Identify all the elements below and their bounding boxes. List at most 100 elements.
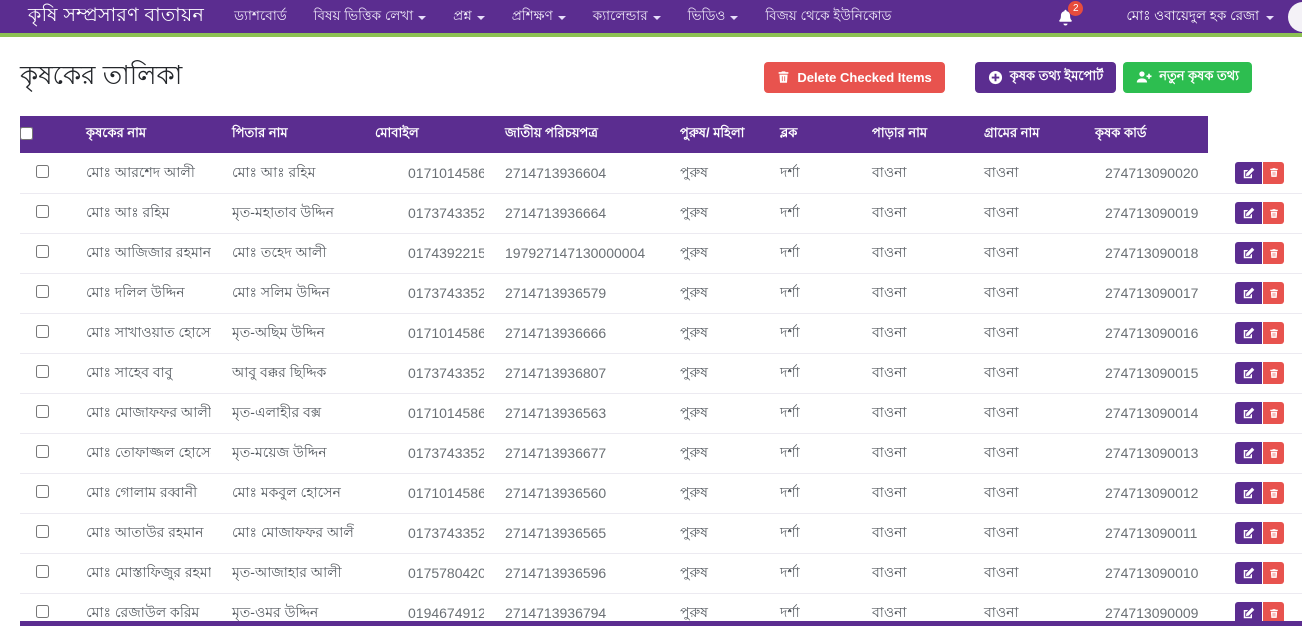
- trash-icon: [1269, 328, 1279, 339]
- farmer-card-cell: 274713090014: [1068, 393, 1208, 433]
- block-cell: দর্শা: [754, 193, 846, 233]
- table-header-row: কৃষকের নাম পিতার নাম মোবাইল জাতীয় পরিচয…: [20, 116, 1302, 153]
- row-checkbox[interactable]: [36, 245, 49, 258]
- delete-button[interactable]: [1263, 362, 1284, 384]
- nav-item[interactable]: ক্যালেন্ডার: [593, 5, 661, 28]
- mobile-cell: 01710145867: [354, 313, 484, 353]
- village-cell: বাওনা: [958, 433, 1068, 473]
- nid-cell: 2714713936604: [484, 153, 654, 193]
- nav-item-label: ভিডিও: [687, 8, 726, 23]
- edit-button[interactable]: [1235, 242, 1262, 264]
- actions-cell: [1208, 553, 1302, 593]
- farmer-name-cell: মোঃ সাহেব বাবু: [65, 353, 211, 393]
- nid-cell: 197927147130000004: [484, 233, 654, 273]
- edit-button[interactable]: [1235, 442, 1262, 464]
- row-checkbox[interactable]: [36, 605, 49, 618]
- actions-cell: [1208, 393, 1302, 433]
- row-checkbox[interactable]: [36, 445, 49, 458]
- block-cell: দর্শা: [754, 313, 846, 353]
- row-checkbox[interactable]: [36, 525, 49, 538]
- table-row: মোঃ আঃ রহিম মৃত-মহাতাব উদ্দিন 017374335 2…: [20, 193, 1302, 233]
- gender-cell: পুরুষ: [654, 513, 754, 553]
- row-checkbox[interactable]: [36, 325, 49, 338]
- delete-button[interactable]: [1263, 161, 1284, 184]
- edit-button[interactable]: [1235, 562, 1262, 584]
- delete-button[interactable]: [1263, 322, 1284, 344]
- nav-item[interactable]: ভিডিও: [688, 5, 739, 28]
- edit-button[interactable]: [1235, 161, 1262, 184]
- delete-button[interactable]: [1263, 282, 1284, 304]
- trash-icon: [1269, 208, 1279, 219]
- select-all-checkbox[interactable]: [20, 126, 33, 140]
- edit-button[interactable]: [1235, 362, 1262, 384]
- farmer-name-cell: মোঃ দলিল উদ্দিন: [65, 273, 211, 313]
- chevron-down-icon: [730, 15, 739, 20]
- row-checkbox[interactable]: [36, 205, 49, 218]
- column-header: পাড়ার নাম: [846, 116, 958, 153]
- delete-button[interactable]: [1263, 402, 1284, 424]
- para-cell: বাওনা: [846, 553, 958, 593]
- page-title: কৃষকের তালিকা: [20, 60, 183, 90]
- farmer-card-cell: 274713090017: [1068, 273, 1208, 313]
- block-cell: দর্শা: [754, 513, 846, 553]
- trash-icon: [1269, 448, 1279, 459]
- row-checkbox[interactable]: [36, 405, 49, 418]
- edit-button[interactable]: [1235, 402, 1262, 424]
- edit-button[interactable]: [1235, 482, 1262, 504]
- row-checkbox-cell: [20, 393, 65, 433]
- table-row: মোঃ তোফাজ্জল হোসেন মৃত-ময়েজ উদ্দিন 0173…: [20, 433, 1302, 473]
- row-checkbox[interactable]: [36, 365, 49, 378]
- gender-cell: পুরুষ: [654, 193, 754, 233]
- brand[interactable]: কৃষি সম্প্রসারণ বাতায়ন: [28, 4, 205, 26]
- row-checkbox[interactable]: [36, 485, 49, 498]
- table-row: মোঃ দলিল উদ্দিন মোঃ সলিম উদ্দিন 01737433…: [20, 273, 1302, 313]
- row-checkbox-cell: [20, 313, 65, 353]
- farmer-card-cell: 274713090012: [1068, 473, 1208, 513]
- edit-button[interactable]: [1235, 202, 1262, 224]
- delete-checked-button[interactable]: Delete Checked Items: [764, 61, 945, 93]
- nav-item[interactable]: প্রশ্ন: [453, 5, 485, 28]
- notifications-button[interactable]: 2: [1057, 0, 1084, 26]
- nav-item[interactable]: বিষয় ভিত্তিক লেখা: [314, 5, 427, 28]
- actions-cell: [1208, 273, 1302, 313]
- delete-button[interactable]: [1263, 522, 1284, 544]
- block-cell: দর্শা: [754, 433, 846, 473]
- new-farmer-button[interactable]: নতুন কৃষক তথ্য: [1123, 61, 1252, 93]
- mobile-cell: 01737433526: [354, 433, 484, 473]
- page-header: কৃষকের তালিকা Delete Checked Items কৃষক …: [20, 55, 1252, 99]
- user-menu[interactable]: মোঃ ওবায়েদুল হক রেজা: [1126, 5, 1274, 28]
- edit-button[interactable]: [1235, 602, 1262, 624]
- edit-button[interactable]: [1235, 522, 1262, 544]
- para-cell: বাওনা: [846, 433, 958, 473]
- table-footer-bar: [20, 621, 1302, 626]
- import-farmer-button[interactable]: কৃষক তথ্য ইমপোর্ট: [974, 61, 1117, 93]
- farmer-card-cell: 274713090011: [1068, 513, 1208, 553]
- nav-item[interactable]: ড্যাশবোর্ড: [234, 8, 287, 23]
- mobile-cell: 01757804207: [354, 553, 484, 593]
- delete-button[interactable]: [1263, 242, 1284, 264]
- para-cell: বাওনা: [846, 473, 958, 513]
- avatar[interactable]: [1288, 1, 1302, 32]
- delete-button[interactable]: [1263, 442, 1284, 464]
- edit-button[interactable]: [1235, 322, 1262, 344]
- mobile-cell: 01737433526: [354, 353, 484, 393]
- farmer-name-cell: মোঃ সাখাওয়াত হোসেন: [65, 313, 211, 353]
- farmer-table-body: মোঃ আরশেদ আলী মোঃ আঃ রহিম 01710145867 27…: [20, 153, 1302, 626]
- delete-button[interactable]: [1263, 602, 1284, 624]
- trash-icon: [1269, 288, 1279, 299]
- father-name-cell: মৃত-ওমর উদ্দিন: [211, 593, 354, 626]
- edit-button[interactable]: [1235, 282, 1262, 304]
- nav-item[interactable]: বিজয় থেকে ইউনিকোড: [765, 8, 892, 23]
- delete-button[interactable]: [1263, 202, 1284, 224]
- notification-badge: 2: [1068, 0, 1084, 16]
- block-cell: দর্শা: [754, 273, 846, 313]
- row-checkbox[interactable]: [36, 565, 49, 578]
- delete-button[interactable]: [1263, 482, 1284, 504]
- delete-button[interactable]: [1263, 562, 1284, 584]
- nid-cell: 2714713936563: [484, 393, 654, 433]
- row-checkbox[interactable]: [36, 285, 49, 298]
- nid-cell: 2714713936664: [484, 193, 654, 233]
- mobile-cell: 01710145867: [354, 473, 484, 513]
- nav-item[interactable]: প্রশিক্ষণ: [512, 5, 566, 28]
- row-checkbox[interactable]: [36, 164, 49, 178]
